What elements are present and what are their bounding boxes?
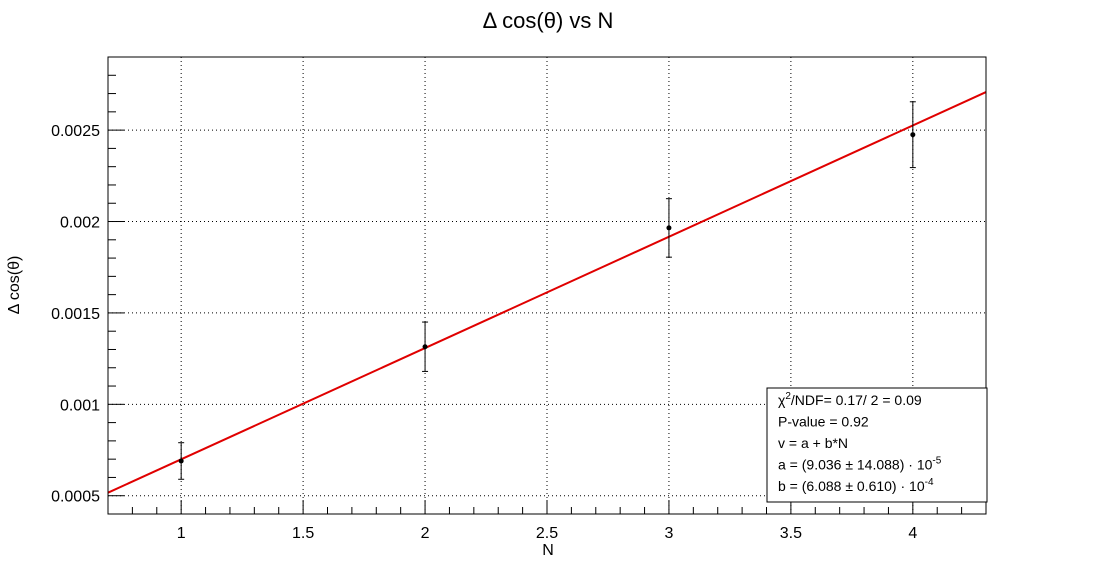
- y-tick-label: 0.002: [60, 215, 100, 232]
- stats-line: χ2/NDF= 0.17/ 2 = 0.09: [778, 391, 922, 408]
- stats-line: P-value = 0.92: [778, 414, 869, 430]
- y-tick-label: 0.001: [60, 397, 100, 414]
- data-point: [178, 458, 184, 464]
- fit-line: [107, 91, 987, 494]
- stats-line: v = a + b*N: [778, 435, 848, 451]
- data-point: [422, 344, 428, 350]
- x-tick-label: 4: [908, 525, 917, 542]
- data-points-layer: [178, 101, 916, 480]
- fit-stats-box: χ2/NDF= 0.17/ 2 = 0.09 P-value = 0.92 v = …: [766, 387, 988, 503]
- y-tick-label: 0.0005: [51, 489, 100, 506]
- x-tick-labels: 1 1.5 2 2.5 3 3.5 4: [177, 525, 918, 542]
- axis-ticks: [107, 56, 987, 515]
- x-tick-label: 1: [177, 525, 186, 542]
- data-point: [666, 225, 672, 231]
- chart-title: Δ cos(θ) vs N: [483, 8, 614, 33]
- y-tick-label: 0.0025: [51, 123, 100, 140]
- stats-line: a = (9.036 ± 14.088) · 10-5: [778, 456, 942, 473]
- y-tick-labels: 0.0005 0.001 0.0015 0.002 0.0025: [51, 123, 100, 506]
- fit-line-layer: [107, 91, 987, 494]
- x-tick-label: 1.5: [292, 525, 314, 542]
- data-point: [910, 132, 916, 138]
- stats-box-frame: [766, 387, 988, 503]
- x-axis-title: N: [542, 542, 554, 559]
- x-tick-label: 2: [421, 525, 430, 542]
- x-tick-label: 3.5: [780, 525, 802, 542]
- y-tick-label: 0.0015: [51, 306, 100, 323]
- stats-lines: χ2/NDF= 0.17/ 2 = 0.09 P-value = 0.92 v = …: [778, 391, 942, 494]
- y-axis-title: Δ cos(θ): [6, 256, 23, 315]
- x-tick-label: 3: [664, 525, 673, 542]
- stats-line: b = (6.088 ± 0.610) · 10-4: [778, 477, 934, 494]
- x-tick-label: 2.5: [536, 525, 558, 542]
